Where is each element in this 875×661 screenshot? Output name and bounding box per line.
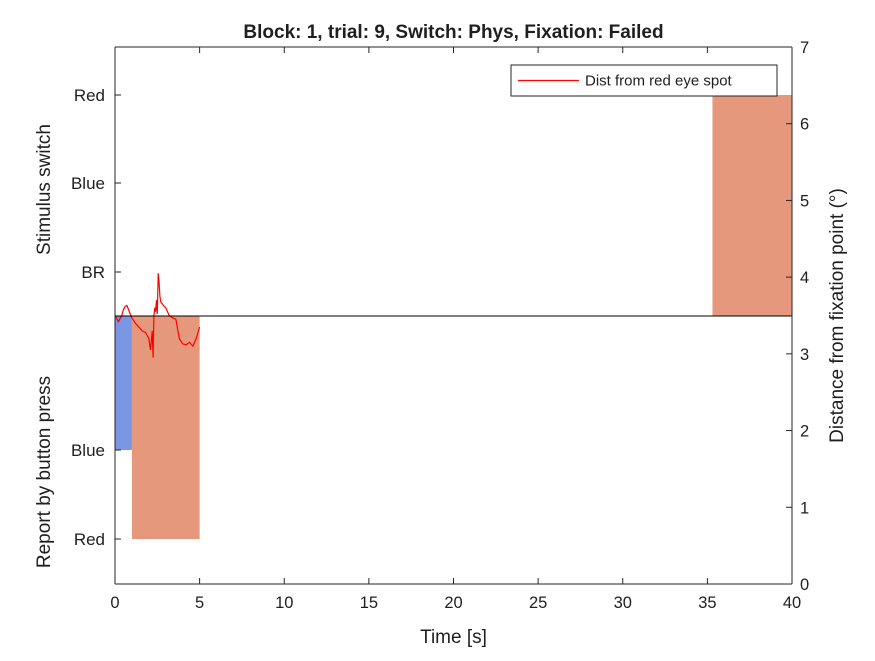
y-right-tick-label: 4 xyxy=(800,269,809,287)
y-right-tick-label: 7 xyxy=(800,39,809,57)
x-tick-label: 30 xyxy=(614,594,632,612)
legend: Dist from red eye spot xyxy=(510,64,778,97)
tick-marks xyxy=(114,46,793,585)
x-axis-label: Time [s] xyxy=(420,627,487,648)
y-right-tick-label: 5 xyxy=(800,192,809,210)
x-tick-label: 10 xyxy=(275,594,293,612)
report-patch-red xyxy=(131,316,200,539)
x-tick-label: 15 xyxy=(360,594,378,612)
x-tick-label: 25 xyxy=(529,594,547,612)
stimulus-category-label: BR xyxy=(81,263,105,282)
y-right-tick-label: 6 xyxy=(800,116,809,134)
right-axis-label: Distance from fixation point (°) xyxy=(827,188,848,443)
chart-text: 0 5 10 15 20 25 30 35 4001234567RedBlueBRBlueRed… xyxy=(34,22,848,648)
y-right-tick-label: 2 xyxy=(800,423,809,441)
x-tick-label: 0 xyxy=(110,594,119,612)
stimulus-patch-red xyxy=(712,95,792,316)
stimulus-category-label: Blue xyxy=(71,174,105,193)
x-tick-label: 35 xyxy=(698,594,716,612)
legend-entry-label: Dist from red eye spot xyxy=(585,73,733,90)
report-axis-label: Report by button press xyxy=(34,376,55,568)
y-right-tick-label: 0 xyxy=(800,576,809,594)
stimulus-switch-axis-label: Stimulus switch xyxy=(34,124,55,255)
report-category-label: Red xyxy=(74,530,105,549)
y-right-tick-label: 1 xyxy=(800,499,809,517)
x-tick-label: 40 xyxy=(783,594,801,612)
chart-title: Block: 1, trial: 9, Switch: Phys, Fixati… xyxy=(243,22,663,43)
x-tick-label: 20 xyxy=(444,594,462,612)
x-tick-label: 5 xyxy=(195,594,204,612)
stimulus-category-label: Red xyxy=(74,86,105,105)
report-patch-blue xyxy=(115,316,132,450)
series-lines xyxy=(114,273,201,358)
series-line-0 xyxy=(114,273,201,358)
y-right-tick-label: 3 xyxy=(800,346,809,364)
colored-patches xyxy=(115,95,792,539)
report-category-label: Blue xyxy=(71,441,105,460)
